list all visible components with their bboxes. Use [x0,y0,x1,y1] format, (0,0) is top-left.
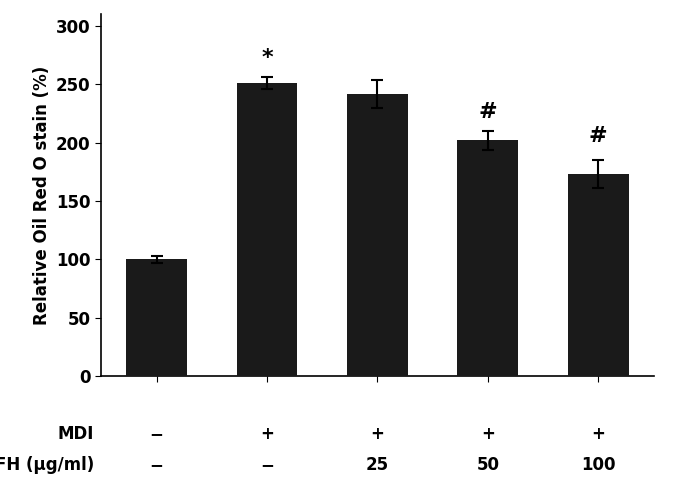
Text: 25: 25 [366,456,389,474]
Bar [347,94,408,376]
Text: +: + [591,425,605,443]
Bar [458,140,518,376]
Text: +: + [371,425,384,443]
Text: SFH (μg/ml): SFH (μg/ml) [0,456,94,474]
Text: 50: 50 [477,456,499,474]
Text: MDI: MDI [58,425,94,443]
Text: *: * [262,48,273,68]
Bar [568,174,629,376]
Text: 100: 100 [581,456,615,474]
Text: +: + [260,425,274,443]
Text: −: − [150,425,164,443]
Y-axis label: Relative Oil Red O stain (%): Relative Oil Red O stain (%) [32,66,51,325]
Text: #: # [589,126,607,146]
Text: −: − [260,456,274,474]
Bar [237,83,297,376]
Text: #: # [479,102,497,122]
Text: +: + [481,425,495,443]
Text: −: − [150,456,164,474]
Bar [126,259,187,376]
